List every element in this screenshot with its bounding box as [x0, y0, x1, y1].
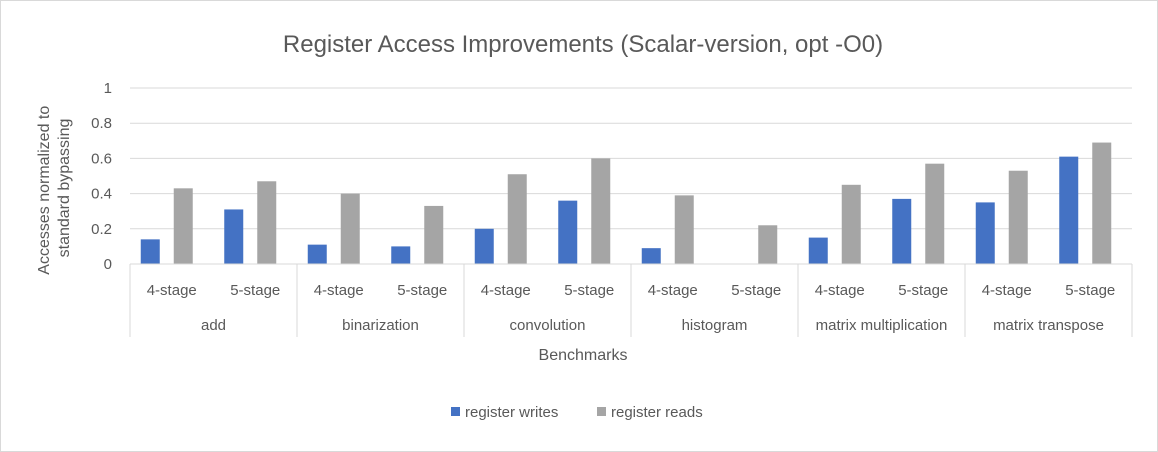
- x-category-label: 5-stage: [564, 282, 614, 299]
- legend: register writes register reads: [451, 404, 703, 421]
- x-category-label: 4-stage: [982, 282, 1032, 299]
- x-category-label: 4-stage: [147, 282, 197, 299]
- y-tick-label: 0.8: [91, 115, 112, 132]
- y-axis-title-line-1: Accesses normalized to: [36, 106, 53, 275]
- legend-swatch: [451, 407, 460, 416]
- bar-register-writes: [474, 228, 494, 264]
- bar-register-writes: [892, 198, 912, 264]
- x-category-label: 5-stage: [230, 282, 280, 299]
- bar-register-writes: [641, 248, 661, 264]
- bar-register-writes: [1059, 156, 1079, 264]
- legend-label: register reads: [611, 404, 703, 421]
- y-tick-label: 0.2: [91, 221, 112, 238]
- y-tick-label: 0.6: [91, 150, 112, 167]
- bar-register-reads: [674, 195, 694, 264]
- x-group-label: convolution: [510, 317, 586, 334]
- bar-register-reads: [841, 184, 861, 264]
- bar-register-reads: [340, 193, 360, 264]
- chart-title: Register Access Improvements (Scalar-ver…: [283, 31, 883, 58]
- bar-register-writes: [224, 209, 244, 264]
- x-group-label: add: [201, 317, 226, 334]
- x-axis-title: Benchmarks: [539, 347, 628, 364]
- x-group-label: matrix transpose: [993, 317, 1104, 334]
- y-tick-label: 0: [104, 256, 112, 273]
- bar-register-reads: [424, 205, 444, 264]
- bar-register-writes: [140, 239, 160, 264]
- x-category-label: 5-stage: [898, 282, 948, 299]
- x-group-label: matrix multiplication: [816, 317, 948, 334]
- y-tick-label: 0.4: [91, 186, 112, 203]
- x-category-label: 4-stage: [314, 282, 364, 299]
- x-group-label: binarization: [342, 317, 419, 334]
- bar-register-reads: [507, 174, 527, 264]
- x-category-label: 4-stage: [481, 282, 531, 299]
- x-group-label: histogram: [682, 317, 748, 334]
- legend-label: register writes: [465, 404, 558, 421]
- bar-register-reads: [257, 181, 277, 264]
- x-category-label: 5-stage: [1065, 282, 1115, 299]
- bars: [140, 142, 1112, 264]
- bar-register-reads: [173, 188, 193, 264]
- legend-swatch: [597, 407, 606, 416]
- bar-register-writes: [975, 202, 995, 264]
- bar-register-reads: [591, 158, 611, 264]
- y-tick-label: 1: [104, 80, 112, 97]
- bar-register-reads: [925, 163, 945, 264]
- x-axis: 4-stage 5-stage 4-stage 5-stage 4-stage 5-sta…: [129, 263, 1133, 337]
- bar-register-writes: [558, 200, 578, 264]
- y-axis-title: Accesses normalized to standard bypassin…: [36, 101, 73, 274]
- bar-register-writes: [808, 237, 828, 264]
- y-axis-title-line-2: standard bypassing: [56, 119, 73, 258]
- bar-register-writes: [307, 244, 327, 264]
- y-axis: 0 0.2 0.4 0.6 0.8 1: [91, 80, 112, 273]
- x-category-label: 4-stage: [648, 282, 698, 299]
- x-category-label: 5-stage: [397, 282, 447, 299]
- bar-register-writes: [391, 246, 411, 264]
- x-category-label: 4-stage: [815, 282, 865, 299]
- x-category-label: 5-stage: [731, 282, 781, 299]
- bar-register-reads: [1092, 142, 1112, 264]
- bar-register-reads: [1008, 170, 1028, 264]
- bar-register-reads: [758, 225, 778, 264]
